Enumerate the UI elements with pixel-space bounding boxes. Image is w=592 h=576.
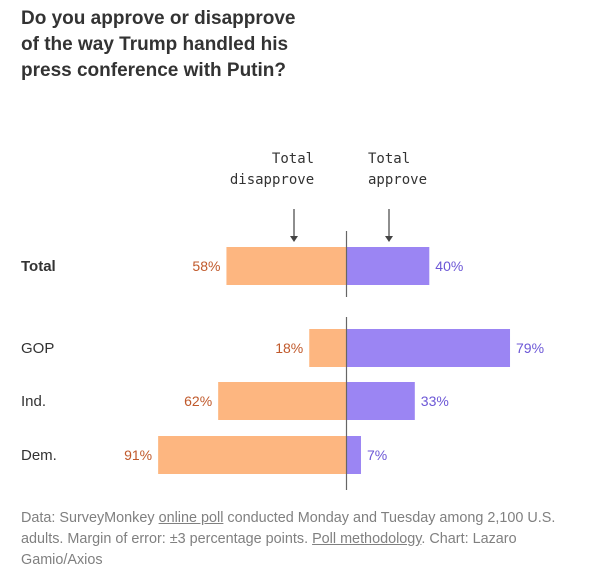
annotation-line: Total: [368, 151, 410, 167]
bar-approve-1: [346, 329, 511, 367]
data-label-disapprove: 91%: [124, 447, 152, 463]
data-label-approve: 33%: [421, 393, 449, 409]
data-label-approve: 40%: [435, 258, 463, 274]
labels-group: Total 58% 40% GOP 18% 79% Ind. 62% 33% Dem. 91% 7%: [21, 258, 544, 464]
chart-title-line: Do you approve or disapprove: [21, 8, 296, 29]
annotations-group: Total disapprove Total approve: [230, 151, 427, 242]
bar-approve-0: [346, 247, 430, 285]
category-label: Ind.: [21, 393, 46, 410]
annotation-line: approve: [368, 172, 427, 188]
poll-methodology-link[interactable]: Poll methodology: [312, 531, 422, 547]
chart-title-line: press conference with Putin?: [21, 60, 286, 81]
bar-disapprove-2: [218, 382, 347, 420]
data-label-approve: 7%: [367, 447, 387, 463]
data-label-disapprove: 18%: [275, 340, 303, 356]
online-poll-link[interactable]: online poll: [158, 510, 224, 526]
data-label-approve: 79%: [516, 340, 544, 356]
bar-disapprove-3: [158, 436, 347, 474]
diverging-bar-chart: Total 58% 40%GOP 18% 79%Ind. 62% 33%Dem. 91% 7% …: [21, 151, 544, 490]
bar-approve-2: [346, 382, 415, 420]
bar-disapprove-0: [226, 247, 347, 285]
annotation-arrowhead: [290, 236, 298, 242]
annotation-line: Total: [272, 151, 314, 167]
data-label-disapprove: 62%: [184, 393, 212, 409]
bars-group: [158, 247, 511, 474]
annotation-arrowhead: [385, 236, 393, 242]
category-label: Total: [21, 258, 56, 275]
category-label: GOP: [21, 340, 54, 357]
annotation-line: disapprove: [230, 172, 314, 188]
category-label: Dem.: [21, 447, 57, 464]
source-text: conducted Monday and Tuesday among 2,100…: [21, 510, 556, 547]
bar-disapprove-1: [309, 329, 347, 367]
source-text: Data: SurveyMonkey: [21, 510, 159, 526]
source-text: . Chart: Lazaro Gamio/Axios: [21, 531, 517, 568]
chart-title-line: of the way Trump handled his: [21, 34, 289, 55]
data-label-disapprove: 58%: [192, 258, 220, 274]
chart-title: Do you approve or disapprove of the way …: [21, 6, 321, 84]
source-note: Data: SurveyMonkey online poll conducted…: [21, 508, 576, 571]
bar-approve-3: [346, 436, 361, 474]
